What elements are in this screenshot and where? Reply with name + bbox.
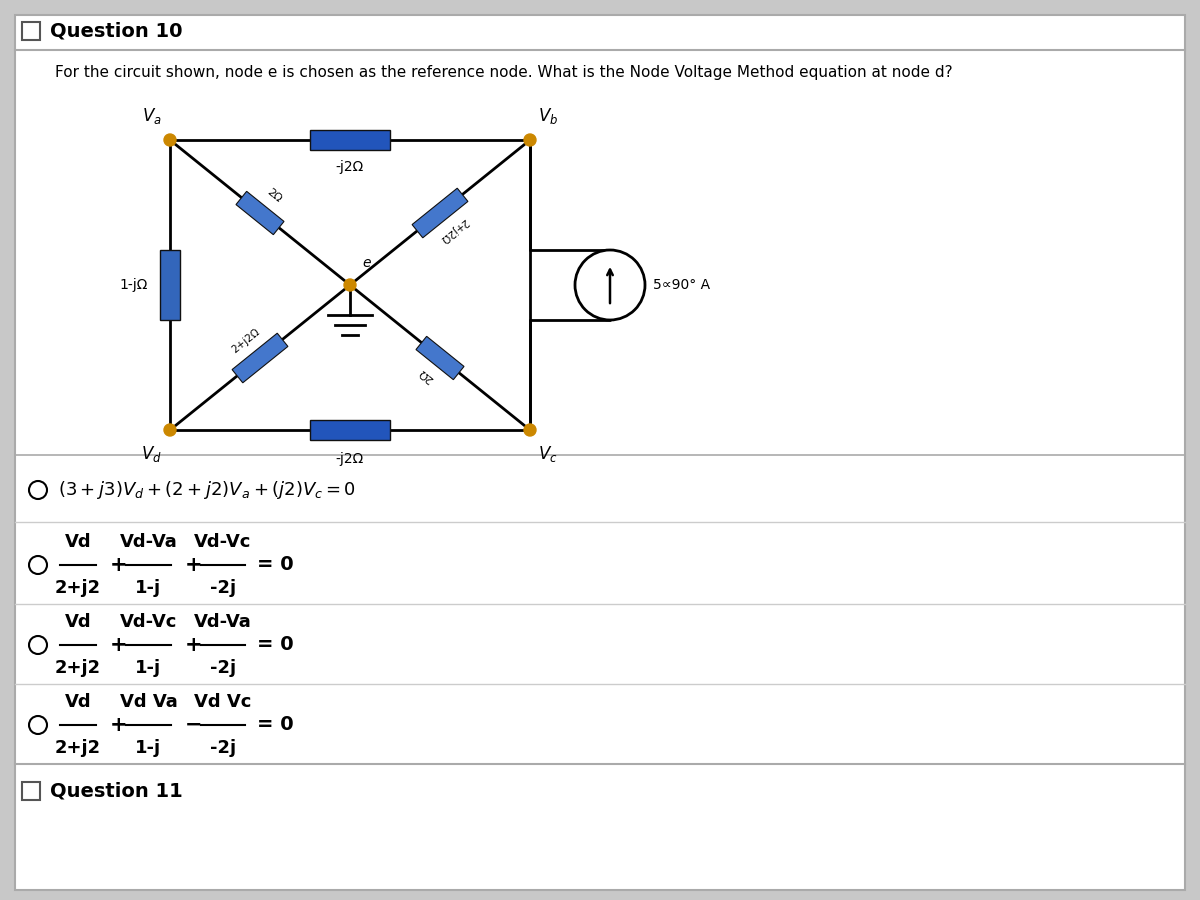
Text: 2Ω: 2Ω (264, 187, 283, 204)
Bar (160, 250, 180, 320)
Text: Question 11: Question 11 (50, 781, 182, 800)
Text: 2+j2Ω: 2+j2Ω (438, 216, 469, 244)
Bar (22, 782, 40, 800)
Bar (310, 420, 390, 440)
Text: -j2Ω: -j2Ω (336, 160, 364, 174)
Text: +: + (110, 635, 128, 655)
Text: 2Ω: 2Ω (416, 366, 436, 384)
Circle shape (524, 424, 536, 436)
Bar (310, 130, 390, 150)
Bar (412, 188, 468, 238)
Text: $V_a$: $V_a$ (143, 106, 162, 126)
Text: -2j: -2j (210, 739, 235, 757)
Circle shape (575, 250, 646, 320)
Text: Vd-Vc: Vd-Vc (194, 533, 251, 551)
Bar (22, 22, 40, 40)
Text: Vd Va: Vd Va (120, 693, 178, 711)
Text: +: + (185, 635, 202, 655)
Text: +: + (110, 555, 128, 575)
Text: 2+j2: 2+j2 (55, 739, 101, 757)
Text: $V_c$: $V_c$ (538, 444, 558, 464)
Text: Question 10: Question 10 (50, 22, 182, 40)
Text: 1-jΩ: 1-jΩ (120, 278, 148, 292)
Text: 1-j: 1-j (136, 659, 162, 677)
Text: 1-j: 1-j (136, 579, 162, 597)
Text: Vd Vc: Vd Vc (194, 693, 251, 711)
Bar (232, 333, 288, 382)
Text: -2j: -2j (210, 659, 235, 677)
Text: Vd-Va: Vd-Va (194, 613, 252, 631)
Text: Vd-Vc: Vd-Vc (120, 613, 178, 631)
Bar (416, 337, 464, 380)
Circle shape (164, 134, 176, 146)
Circle shape (524, 134, 536, 146)
Text: $(3 + j3)V_d + (2 + j2)V_a + (j2)V_c = 0$: $(3 + j3)V_d + (2 + j2)V_a + (j2)V_c = 0… (58, 479, 356, 501)
Text: $V_d$: $V_d$ (142, 444, 162, 464)
Text: −: − (185, 715, 202, 735)
Circle shape (344, 279, 356, 291)
Text: 1-j: 1-j (136, 739, 162, 757)
Text: For the circuit shown, node e is chosen as the reference node. What is the Node : For the circuit shown, node e is chosen … (55, 66, 953, 80)
Text: Vd: Vd (65, 533, 91, 551)
Text: +: + (185, 555, 202, 575)
Text: 2+j2Ω: 2+j2Ω (230, 327, 262, 355)
Text: = 0: = 0 (257, 555, 294, 574)
Text: -j2Ω: -j2Ω (336, 452, 364, 466)
Text: 5∝90° A: 5∝90° A (653, 278, 710, 292)
Text: 2+j2: 2+j2 (55, 659, 101, 677)
Text: $V_b$: $V_b$ (538, 106, 558, 126)
Text: -2j: -2j (210, 579, 235, 597)
Text: = 0: = 0 (257, 635, 294, 654)
Bar (236, 192, 284, 235)
Text: +: + (110, 715, 128, 735)
Text: Vd-Va: Vd-Va (120, 533, 178, 551)
Text: 2+j2: 2+j2 (55, 579, 101, 597)
Text: Vd: Vd (65, 693, 91, 711)
Text: = 0: = 0 (257, 716, 294, 734)
Text: Vd: Vd (65, 613, 91, 631)
Circle shape (164, 424, 176, 436)
Text: e: e (362, 256, 371, 270)
